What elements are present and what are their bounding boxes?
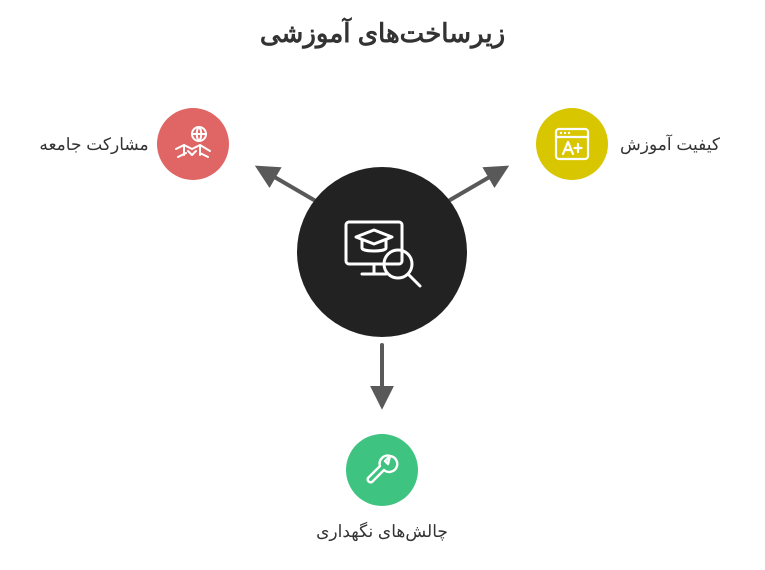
browser-aplus-icon: [550, 122, 594, 166]
node-community: [157, 108, 229, 180]
wrench-icon: [360, 448, 404, 492]
node-maintenance: [346, 434, 418, 506]
label-community: مشارکت جامعه: [39, 135, 148, 155]
central-hub: [297, 167, 467, 337]
handshake-globe-icon: [170, 121, 216, 167]
education-monitor-icon: [332, 202, 432, 302]
node-quality: [536, 108, 608, 180]
diagram-stage: کیفیت آموزش مشارکت جامعه چالش‌های نگهدار…: [0, 0, 765, 570]
label-quality: کیفیت آموزش: [620, 135, 720, 155]
label-maintenance: چالش‌های نگهداری: [316, 522, 448, 542]
